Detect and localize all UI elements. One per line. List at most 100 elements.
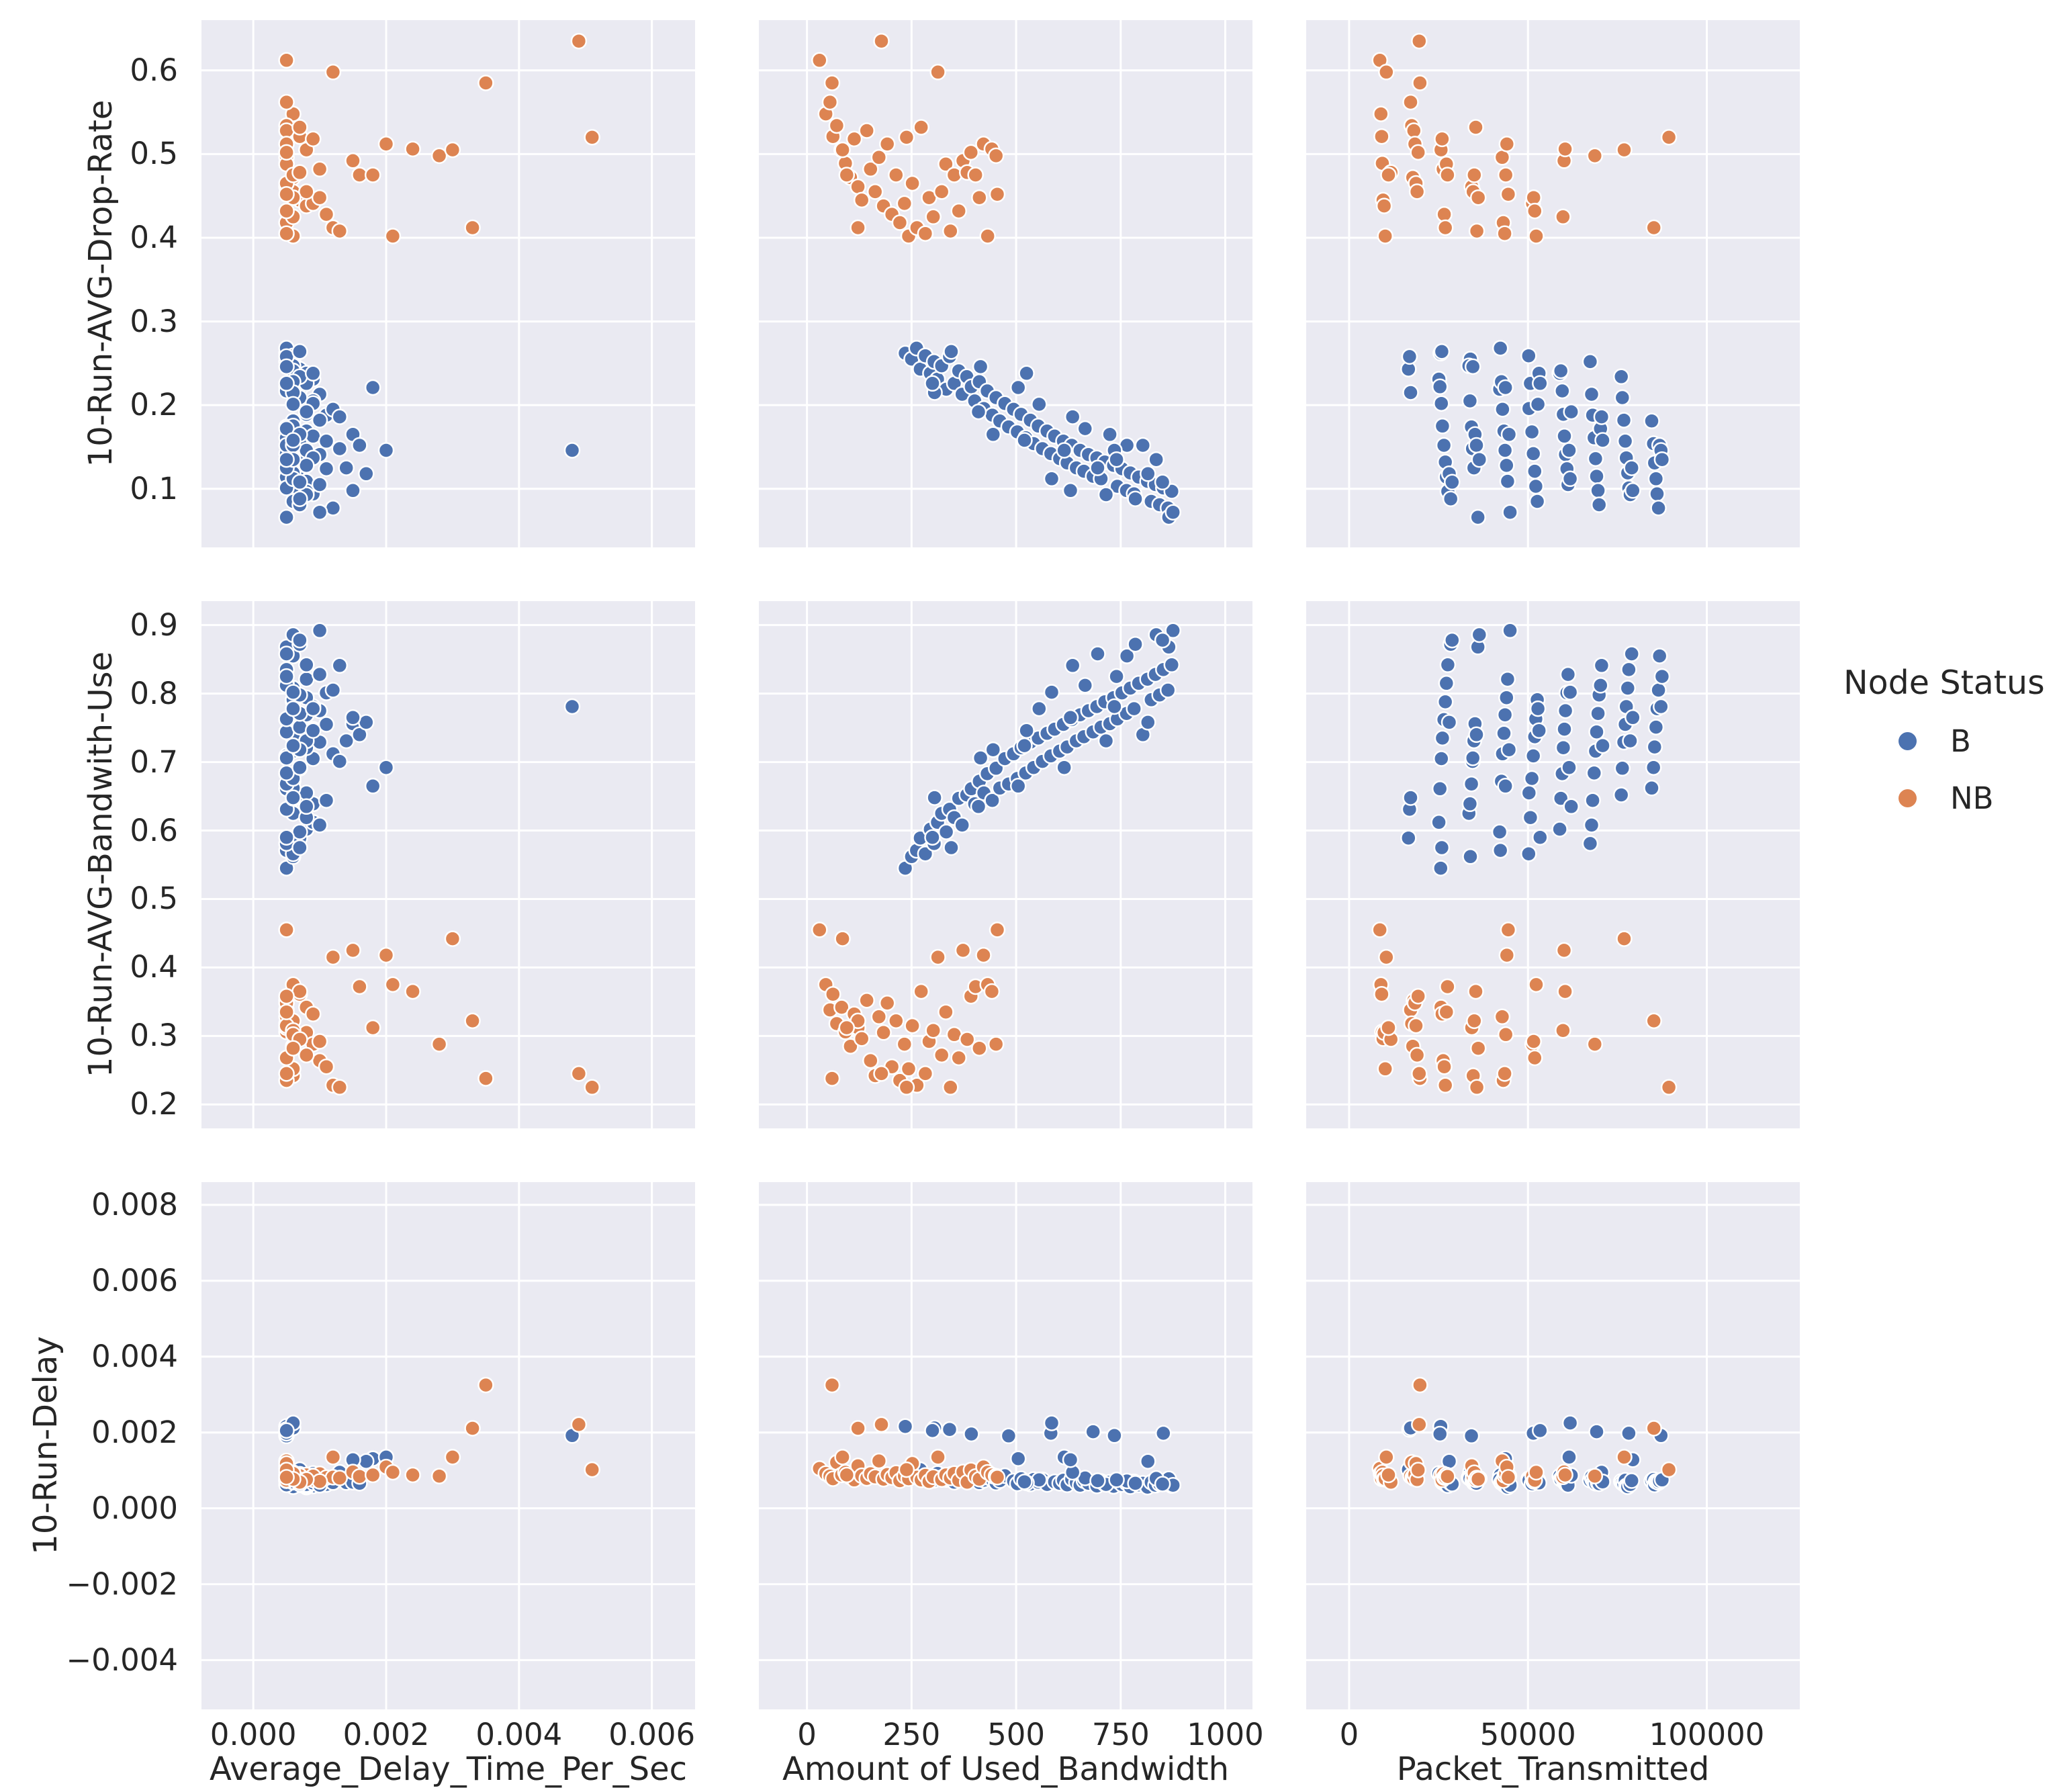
data-point-B — [291, 839, 308, 856]
data-point-NB — [1616, 1449, 1633, 1466]
data-point-NB — [858, 992, 875, 1009]
data-point-B — [970, 798, 987, 815]
x-tick-label: 100000 — [1649, 1717, 1765, 1752]
data-point-NB — [570, 1065, 588, 1082]
data-point-B — [1433, 395, 1450, 412]
data-point-NB — [584, 129, 600, 146]
data-point-NB — [987, 1036, 1005, 1052]
data-point-B — [1499, 473, 1516, 490]
data-point-NB — [866, 183, 884, 200]
data-point-B — [1089, 1472, 1106, 1489]
data-point-NB — [870, 1452, 888, 1470]
data-point-B — [1588, 1423, 1605, 1440]
data-point-NB — [404, 1466, 421, 1484]
data-point-NB — [896, 195, 913, 212]
data-point-NB — [1439, 1468, 1456, 1485]
data-point-NB — [1468, 222, 1485, 240]
data-point-B — [364, 778, 381, 795]
data-point-B — [1532, 375, 1549, 392]
data-point-B — [358, 1453, 375, 1470]
data-point-NB — [311, 161, 328, 178]
data-point-B — [1134, 437, 1152, 454]
data-point-B — [1497, 379, 1514, 396]
data-point-NB — [834, 930, 851, 947]
data-point-NB — [1436, 219, 1454, 236]
data-point-B — [1650, 682, 1667, 699]
data-point-B — [1431, 1425, 1449, 1443]
x-tick-label: 0 — [797, 1717, 817, 1752]
data-point-B — [970, 403, 987, 420]
data-point-NB — [825, 985, 841, 1003]
data-point-NB — [351, 978, 368, 995]
data-point-NB — [278, 1469, 295, 1486]
data-point-B — [1402, 384, 1419, 401]
data-point-B — [1441, 714, 1458, 731]
data-point-B — [1528, 493, 1546, 510]
data-point-NB — [875, 1024, 892, 1041]
data-point-B — [1468, 726, 1485, 744]
data-point-B — [924, 1422, 941, 1439]
data-point-B — [1561, 759, 1578, 776]
data-point-NB — [1438, 1003, 1455, 1020]
data-point-B — [897, 1418, 914, 1435]
data-point-B — [291, 474, 308, 491]
data-point-NB — [584, 1461, 600, 1478]
data-point-NB — [1380, 1466, 1397, 1484]
data-point-B — [377, 759, 395, 776]
data-point-B — [278, 1422, 295, 1439]
data-point-NB — [1496, 225, 1513, 242]
data-point-B — [1561, 1415, 1579, 1431]
data-point-B — [1056, 442, 1072, 459]
data-point-NB — [1557, 140, 1573, 158]
data-point-B — [1097, 732, 1115, 750]
data-point-B — [1009, 1450, 1027, 1467]
data-point-B — [1154, 631, 1171, 649]
data-point-B — [1653, 698, 1670, 715]
data-point-NB — [278, 52, 295, 69]
data-point-NB — [1467, 119, 1484, 136]
data-point-NB — [1500, 185, 1517, 203]
data-point-NB — [1411, 32, 1428, 50]
data-point-B — [1552, 362, 1569, 379]
data-point-B — [291, 759, 308, 776]
y-tick-label: 0.8 — [130, 675, 178, 711]
data-point-B — [298, 798, 315, 815]
data-point-NB — [1377, 1061, 1393, 1077]
data-point-B — [1529, 700, 1547, 717]
y-tick-label: 0.2 — [130, 1086, 178, 1122]
data-point-B — [1616, 433, 1634, 450]
data-point-B — [1502, 622, 1518, 639]
data-point-B — [1643, 780, 1660, 797]
data-point-B — [1097, 486, 1115, 503]
data-point-B — [1492, 842, 1509, 859]
data-point-NB — [331, 1079, 349, 1096]
data-point-B — [943, 343, 960, 360]
data-point-B — [926, 789, 943, 806]
data-point-NB — [823, 1070, 841, 1087]
data-point-B — [298, 656, 315, 674]
data-point-B — [1497, 778, 1514, 795]
data-point-B — [1556, 721, 1573, 737]
data-point-B — [1444, 474, 1461, 491]
data-point-B — [1140, 1453, 1156, 1470]
data-point-B — [1108, 451, 1125, 468]
data-point-NB — [1439, 978, 1456, 995]
data-point-NB — [1375, 197, 1393, 214]
data-point-NB — [278, 144, 295, 161]
data-point-NB — [971, 189, 988, 206]
data-point-B — [1461, 795, 1479, 813]
data-point-B — [1043, 1415, 1060, 1431]
data-point-NB — [1616, 930, 1633, 947]
data-point-NB — [278, 987, 295, 1005]
data-point-B — [1563, 798, 1580, 815]
data-point-NB — [1412, 75, 1428, 91]
data-point-NB — [870, 149, 888, 166]
data-point-B — [1159, 682, 1177, 699]
data-point-B — [1108, 668, 1125, 685]
data-point-NB — [987, 147, 1005, 165]
data-point-NB — [1586, 147, 1604, 165]
data-point-B — [311, 817, 328, 834]
data-point-B — [1619, 680, 1637, 697]
data-point-NB — [983, 983, 1001, 1000]
data-point-B — [1431, 780, 1449, 797]
